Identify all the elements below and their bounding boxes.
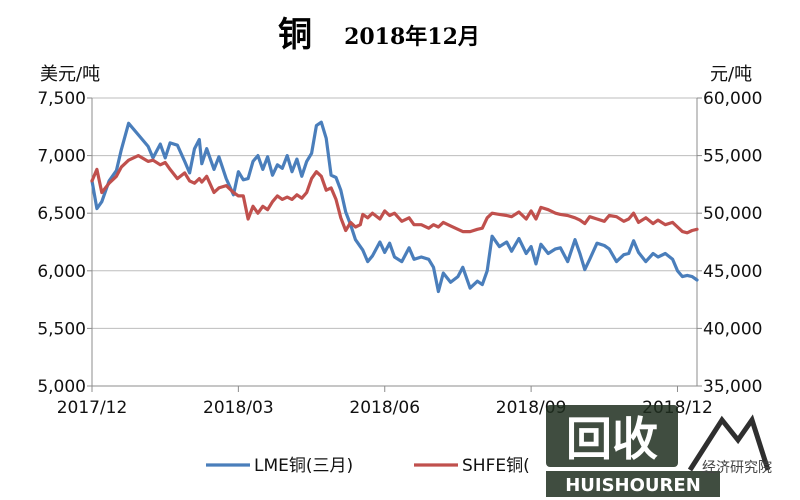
axes (87, 97, 702, 392)
y-right-tick-label: 40,000 (703, 319, 762, 339)
y-left-tick-label: 6,000 (37, 262, 86, 282)
watermark-small-text: 经济研究院 (702, 460, 772, 476)
y-right-tick-label: 60,000 (703, 89, 762, 109)
watermark-big-text: 回收 (566, 412, 658, 466)
y-axis-left-label: 美元/吨 (40, 64, 100, 85)
y-right-tick-label: 55,000 (703, 147, 762, 167)
y-left-tick-label: 5,000 (37, 377, 86, 397)
x-tick-label: 2018/06 (349, 398, 420, 418)
series-layer (90, 120, 699, 294)
y-right-tick-label: 50,000 (703, 204, 762, 224)
x-tick-label: 2017/12 (57, 398, 128, 418)
x-tick-label: 2018/03 (203, 398, 274, 418)
y-left-tick-label: 7,500 (37, 89, 86, 109)
legend: LME铜(三月) SHFE铜( (206, 456, 530, 476)
series-line-shfe (90, 154, 699, 235)
y-right-tick-label: 35,000 (703, 377, 762, 397)
legend-label-lme: LME铜(三月) (254, 456, 353, 476)
y-right-tick-label: 45,000 (703, 262, 762, 282)
y-axis-left-ticks: 5,000 5,500 6,000 6,500 7,000 7,500 (37, 89, 86, 397)
y-left-tick-label: 6,500 (37, 204, 86, 224)
legend-label-shfe: SHFE铜( (462, 456, 530, 476)
series-line-lme (90, 120, 699, 294)
y-axis-right-label: 元/吨 (710, 64, 752, 85)
chart-title: 铜 (278, 15, 312, 55)
y-left-tick-label: 5,500 (37, 319, 86, 339)
watermark-logo: 回收 HUISHOUREN 经济研究院 (546, 405, 772, 497)
y-left-tick-label: 7,000 (37, 147, 86, 167)
watermark-peak-icon (687, 414, 771, 472)
watermark-latin-text: HUISHOUREN (565, 475, 701, 496)
y-axis-right-ticks: 35,000 40,000 45,000 50,000 55,000 60,000 (703, 89, 762, 397)
chart-subtitle: 2018年12月 (344, 24, 480, 50)
